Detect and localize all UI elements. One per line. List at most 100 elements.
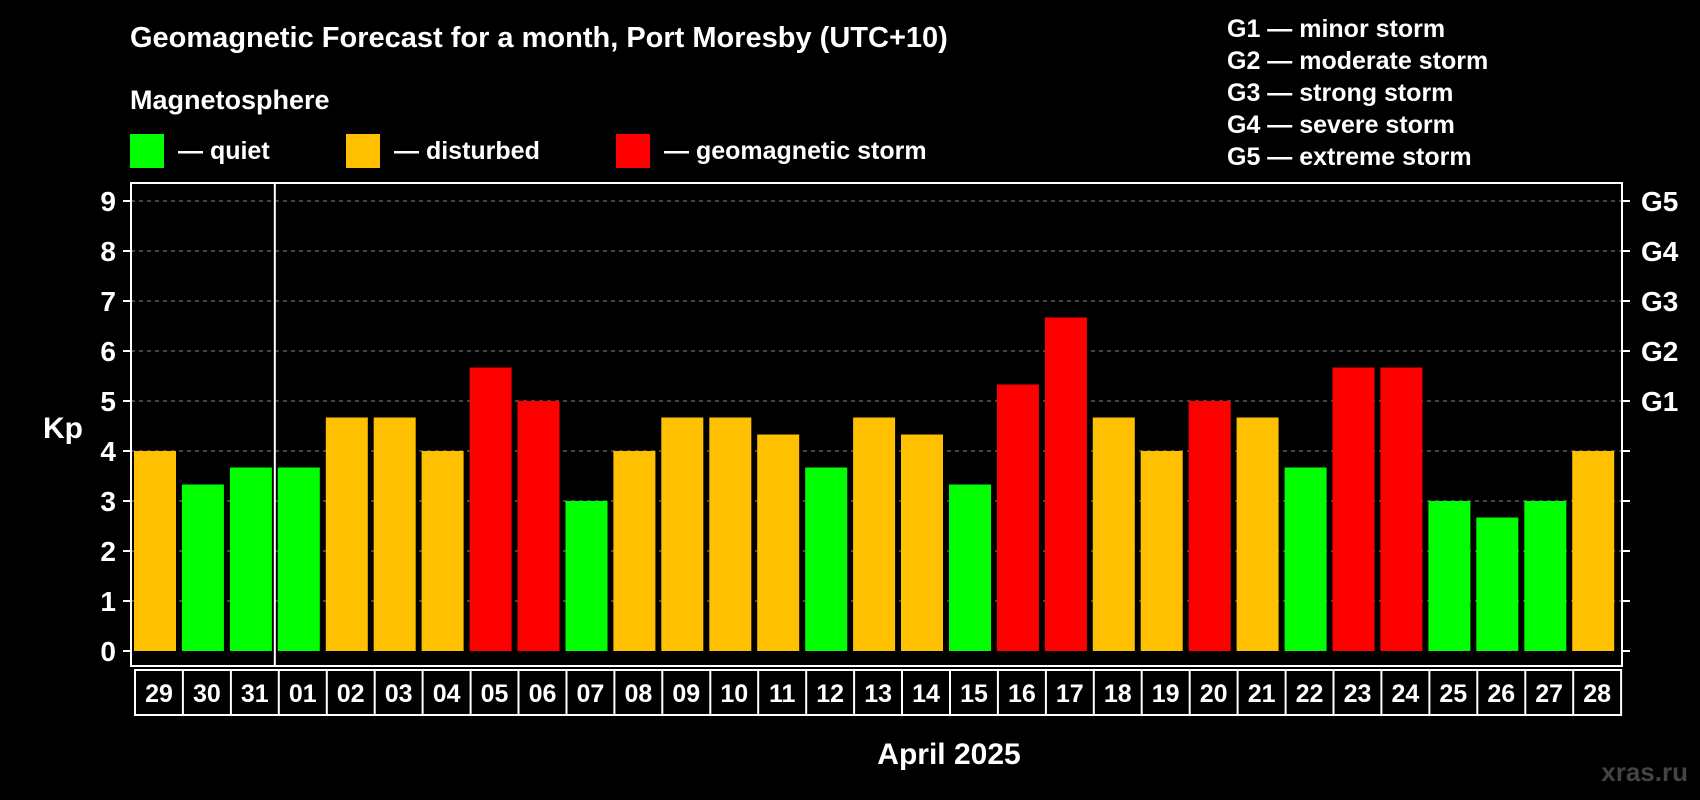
bar-27	[1524, 501, 1567, 651]
date-label-04-6: 04	[433, 680, 461, 708]
bar-05	[469, 367, 512, 651]
y-tick-label-9: 9	[100, 186, 116, 217]
date-label-17-19: 17	[1056, 680, 1084, 708]
bar-19	[1140, 451, 1183, 651]
g-scale-item-g5: G5 — extreme storm	[1227, 143, 1472, 171]
date-label-06-8: 06	[529, 680, 557, 708]
legend-swatch-quiet	[130, 134, 164, 168]
date-label-14-16: 14	[912, 680, 940, 708]
bar-23	[1332, 367, 1375, 651]
bar-25	[1428, 501, 1471, 651]
g-scale-legend: G1 — minor storm G2 — moderate storm G3 …	[1227, 13, 1488, 173]
g-level-label-g1: G1	[1641, 386, 1678, 417]
legend-swatch-storm	[616, 134, 650, 168]
date-label-23-25: 23	[1344, 680, 1372, 708]
y-tick-label-7: 7	[100, 286, 116, 317]
g-level-label-g2: G2	[1641, 336, 1678, 367]
bar-02	[325, 417, 368, 651]
bar-14	[901, 434, 943, 651]
x-axis-label: April 2025	[877, 738, 1020, 771]
bar-08	[613, 451, 656, 651]
legend-swatch-disturbed	[346, 134, 380, 168]
bar-11	[757, 434, 800, 651]
bar-07	[565, 501, 608, 651]
bar-12	[805, 467, 848, 651]
bar-15	[949, 484, 991, 651]
date-label-24-26: 24	[1391, 680, 1419, 708]
g-scale-item-g4: G4 — severe storm	[1227, 111, 1455, 139]
y-axis-label: Kp	[43, 412, 83, 445]
y-tick-label-5: 5	[100, 386, 116, 417]
bar-06	[517, 401, 560, 651]
date-label-18-20: 18	[1104, 680, 1132, 708]
bar-17	[1044, 317, 1087, 651]
date-label-03-5: 03	[385, 680, 413, 708]
date-label-20-22: 20	[1200, 680, 1228, 708]
bar-20	[1188, 401, 1231, 651]
g-level-label-g5: G5	[1641, 186, 1678, 217]
legend-disturbed: — disturbed	[346, 134, 540, 168]
date-label-09-11: 09	[672, 680, 700, 708]
date-label-16-18: 16	[1008, 680, 1036, 708]
bar-13	[853, 417, 896, 651]
g-level-label-g3: G3	[1641, 286, 1678, 317]
date-label-29-0: 29	[145, 680, 173, 708]
date-label-08-10: 08	[624, 680, 652, 708]
date-label-22-24: 22	[1296, 680, 1324, 708]
date-label-15-17: 15	[960, 680, 988, 708]
watermark: xras.ru	[1601, 757, 1688, 787]
date-row-frame	[134, 669, 1623, 716]
date-label-28-30: 28	[1583, 680, 1611, 708]
y-tick-label-0: 0	[100, 636, 116, 667]
legend-label-storm: — geomagnetic storm	[664, 136, 927, 165]
bar-21	[1236, 417, 1279, 651]
y-tick-label-3: 3	[100, 486, 116, 517]
date-label-01-3: 01	[289, 680, 317, 708]
bar-24	[1380, 367, 1423, 651]
g-scale-item-g1: G1 — minor storm	[1227, 15, 1446, 43]
bar-18	[1092, 417, 1135, 651]
date-label-05-7: 05	[481, 680, 509, 708]
bar-26	[1476, 517, 1519, 651]
y-tick-label-2: 2	[100, 536, 116, 567]
chart-title: Geomagnetic Forecast for a month, Port M…	[130, 22, 948, 54]
date-label-31-2: 31	[241, 680, 269, 708]
g-scale-item-g3: G3 — strong storm	[1227, 79, 1454, 107]
y-tick-label-8: 8	[100, 236, 116, 267]
plot-frame	[130, 182, 1623, 667]
date-label-21-23: 21	[1248, 680, 1276, 708]
bar-01	[277, 467, 320, 651]
bar-04	[421, 451, 464, 651]
bar-22	[1284, 467, 1327, 651]
bar-31	[229, 467, 272, 651]
date-label-07-9: 07	[576, 680, 604, 708]
bar-09	[661, 417, 704, 651]
bar-28	[1572, 451, 1615, 651]
date-label-27-29: 27	[1535, 680, 1563, 708]
bar-30	[181, 484, 224, 651]
bar-03	[373, 417, 416, 651]
date-label-11-13: 11	[769, 680, 796, 708]
y-tick-label-6: 6	[100, 336, 116, 367]
bar-16	[996, 384, 1039, 651]
date-label-02-4: 02	[337, 680, 365, 708]
date-label-13-15: 13	[864, 680, 892, 708]
g-scale-item-g2: G2 — moderate storm	[1227, 47, 1489, 75]
y-tick-label-4: 4	[100, 436, 116, 467]
y-tick-label-1: 1	[100, 586, 116, 617]
bar-10	[709, 417, 752, 651]
legend-label-disturbed: — disturbed	[394, 136, 540, 165]
date-label-26-28: 26	[1487, 680, 1515, 708]
date-label-12-14: 12	[816, 680, 844, 708]
date-label-25-27: 25	[1439, 680, 1467, 708]
legend-storm: — geomagnetic storm	[616, 134, 927, 168]
date-label-19-21: 19	[1152, 680, 1180, 708]
bar-29	[134, 451, 176, 651]
g-level-label-g4: G4	[1641, 236, 1679, 267]
legend-quiet: — quiet	[130, 134, 270, 168]
date-label-10-12: 10	[720, 680, 748, 708]
magnetosphere-heading: Magnetosphere	[130, 85, 330, 115]
legend-label-quiet: — quiet	[178, 136, 270, 165]
date-label-30-1: 30	[193, 680, 221, 708]
